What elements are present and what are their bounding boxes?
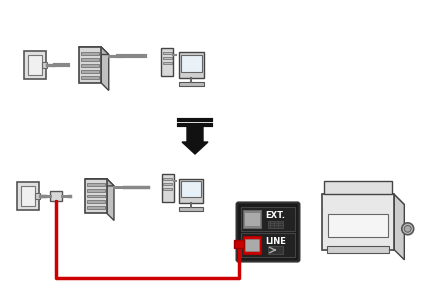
Bar — [88, 183, 105, 186]
Bar — [234, 240, 244, 248]
Bar — [35, 193, 40, 199]
Circle shape — [404, 225, 411, 232]
Text: EXT.: EXT. — [266, 211, 286, 220]
Bar — [81, 70, 99, 73]
Polygon shape — [107, 179, 114, 220]
Polygon shape — [322, 194, 404, 205]
Polygon shape — [79, 47, 109, 55]
Polygon shape — [394, 194, 404, 260]
Bar — [85, 179, 107, 213]
Bar — [88, 206, 105, 209]
Bar — [81, 52, 99, 55]
Bar — [268, 220, 283, 228]
Bar — [81, 76, 99, 79]
Bar — [28, 55, 42, 75]
Bar — [81, 58, 99, 61]
Bar — [21, 186, 35, 206]
Bar — [323, 181, 392, 194]
Bar — [181, 181, 201, 197]
Bar — [79, 47, 101, 83]
Polygon shape — [85, 179, 114, 186]
Bar — [244, 212, 260, 226]
Bar — [162, 48, 173, 76]
Bar — [245, 239, 259, 251]
Bar — [81, 64, 99, 67]
Bar — [88, 189, 105, 192]
Bar — [163, 52, 172, 54]
Text: LINE: LINE — [265, 237, 286, 246]
Bar — [24, 51, 46, 80]
Bar — [164, 188, 172, 190]
Bar — [179, 52, 204, 78]
Circle shape — [402, 223, 414, 235]
Bar — [322, 194, 394, 250]
Bar — [163, 57, 172, 59]
Bar — [164, 183, 172, 185]
Bar — [241, 233, 295, 257]
Bar — [178, 207, 203, 211]
Bar — [88, 200, 105, 203]
Bar — [268, 246, 283, 254]
Bar — [88, 195, 105, 197]
Bar — [162, 174, 173, 202]
Bar — [243, 210, 261, 228]
FancyArrow shape — [182, 126, 208, 154]
Bar — [164, 178, 172, 180]
Bar — [243, 236, 261, 254]
Bar — [179, 82, 204, 86]
FancyBboxPatch shape — [237, 202, 300, 262]
Bar — [50, 191, 62, 201]
Bar — [328, 214, 388, 237]
Bar — [42, 62, 47, 68]
Bar — [181, 55, 202, 72]
Bar — [17, 182, 39, 210]
Bar — [178, 178, 203, 203]
Bar — [241, 207, 295, 231]
Bar — [163, 62, 172, 64]
Bar — [327, 246, 389, 253]
Polygon shape — [101, 47, 109, 91]
